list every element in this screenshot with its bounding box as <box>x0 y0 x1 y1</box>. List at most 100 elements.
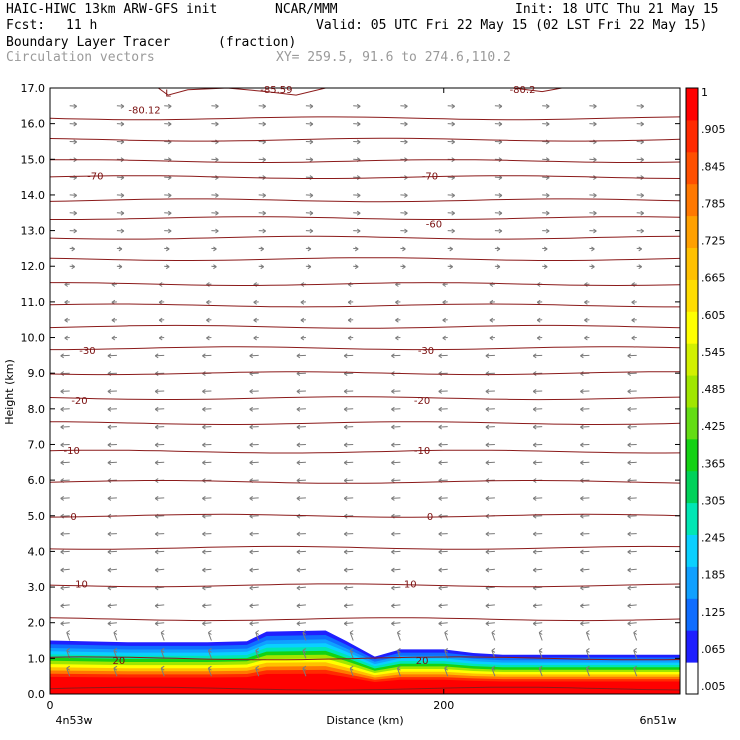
vector-arrowhead <box>586 665 590 671</box>
contour-label: 20 <box>113 656 126 667</box>
circulation-vector <box>627 568 637 571</box>
vector-arrowhead <box>545 192 550 198</box>
vector-arrowhead <box>300 335 305 341</box>
circulation-vector <box>538 650 543 659</box>
vector-arrowhead <box>64 335 68 341</box>
vector-arrowhead <box>107 603 112 609</box>
circulation-vector <box>491 668 496 677</box>
vector-arrowhead <box>202 353 206 359</box>
colorbar-swatch <box>686 119 698 153</box>
circulation-vector <box>155 568 165 571</box>
circulation-vectors <box>60 103 644 677</box>
contour-label: 10 <box>75 580 88 591</box>
circulation-vector <box>580 497 590 499</box>
vector-arrowhead <box>640 103 644 109</box>
contour-line <box>49 617 681 622</box>
y-tick-label: 14.0 <box>21 189 46 202</box>
vector-arrowhead <box>584 299 588 305</box>
vector-arrowhead <box>404 139 408 145</box>
circulation-vector <box>580 550 590 553</box>
vector-arrowhead <box>249 406 253 412</box>
circulation-vector <box>66 668 71 677</box>
vector-arrowhead <box>249 531 253 537</box>
circulation-vector <box>202 622 212 625</box>
circulation-vector <box>164 176 172 179</box>
vector-arrowhead <box>262 210 266 216</box>
vector-arrowhead <box>215 228 219 234</box>
vector-arrowhead <box>498 210 503 216</box>
circulation-vector <box>344 604 354 607</box>
circulation-vector <box>444 632 449 641</box>
colorbar-swatch <box>686 566 698 599</box>
circulation-vector <box>349 668 354 677</box>
circulation-vector <box>155 408 165 410</box>
vector-arrowhead <box>343 406 348 412</box>
y-tick-label: 10.0 <box>21 332 46 345</box>
circulation-vector <box>627 408 637 410</box>
circulation-vector <box>202 550 212 553</box>
vector-arrowhead <box>120 210 125 216</box>
colorbar-label: .605 <box>701 309 726 322</box>
vector-arrowhead <box>444 630 448 635</box>
vector-arrowhead <box>262 103 266 109</box>
circulation-vector <box>207 668 212 677</box>
vector-arrowhead <box>260 264 264 270</box>
circulation-vector <box>391 586 401 589</box>
vector-arrowhead <box>638 246 642 252</box>
y-tick-label: 17.0 <box>21 82 46 95</box>
vector-arrowhead <box>165 246 170 252</box>
vector-arrowhead <box>438 406 442 412</box>
circulation-vector <box>636 105 644 107</box>
colorbar-label: .305 <box>701 494 726 507</box>
vector-arrowhead <box>300 317 305 323</box>
vector-arrowhead <box>593 192 597 198</box>
vector-arrowhead <box>391 460 395 466</box>
vector-arrowhead <box>73 103 77 109</box>
contour-label: 0 <box>427 512 433 523</box>
circulation-vector <box>249 497 259 499</box>
vector-arrowhead <box>532 603 537 609</box>
vector-arrowhead <box>202 406 206 412</box>
contour-line <box>49 159 681 163</box>
circulation-vector <box>249 586 259 589</box>
circulation-vector <box>249 550 259 553</box>
vector-arrowhead <box>438 424 442 430</box>
vector-arrowhead <box>496 264 501 270</box>
vector-arrowhead <box>343 603 348 609</box>
vector-arrowhead <box>485 549 490 555</box>
vector-arrowhead <box>343 531 348 537</box>
vector-arrowhead <box>627 406 631 412</box>
colorbar-swatch <box>686 438 698 472</box>
vector-arrowhead <box>451 210 455 216</box>
tracer-fill-layer <box>50 630 680 694</box>
vector-arrowhead <box>640 121 644 127</box>
colorbar-swatch <box>686 279 698 312</box>
circulation-vector <box>302 668 307 677</box>
vector-arrowhead <box>208 647 212 653</box>
vector-arrowhead <box>532 442 537 448</box>
circulation-vector <box>69 123 77 125</box>
chart-title: HAIC-HIWC 13km ARW-GFS init <box>6 2 218 17</box>
vector-arrowhead <box>296 549 301 555</box>
circulation-vector <box>533 586 543 589</box>
circulation-vector <box>296 408 306 410</box>
circulation-vector <box>438 568 448 571</box>
field-units: (fraction) <box>218 35 297 50</box>
vector-arrowhead <box>491 647 496 653</box>
circulation-vector <box>107 408 117 410</box>
vector-arrowhead <box>451 228 455 234</box>
vector-arrowhead <box>120 228 125 234</box>
circulation-vector <box>633 650 638 659</box>
colorbar-swatch <box>686 630 698 663</box>
y-tick-label: 0.0 <box>28 688 46 701</box>
circulation-vector <box>627 426 637 428</box>
vector-arrowhead <box>343 549 348 555</box>
vector-arrowhead <box>402 246 406 252</box>
vector-arrowhead <box>215 210 219 216</box>
vector-arrowhead <box>580 549 584 555</box>
circulation-vector <box>60 568 70 571</box>
contour-line <box>49 545 681 550</box>
circulation-vector <box>344 568 354 571</box>
vector-arrowhead <box>532 460 537 466</box>
vector-arrowhead <box>391 585 395 591</box>
